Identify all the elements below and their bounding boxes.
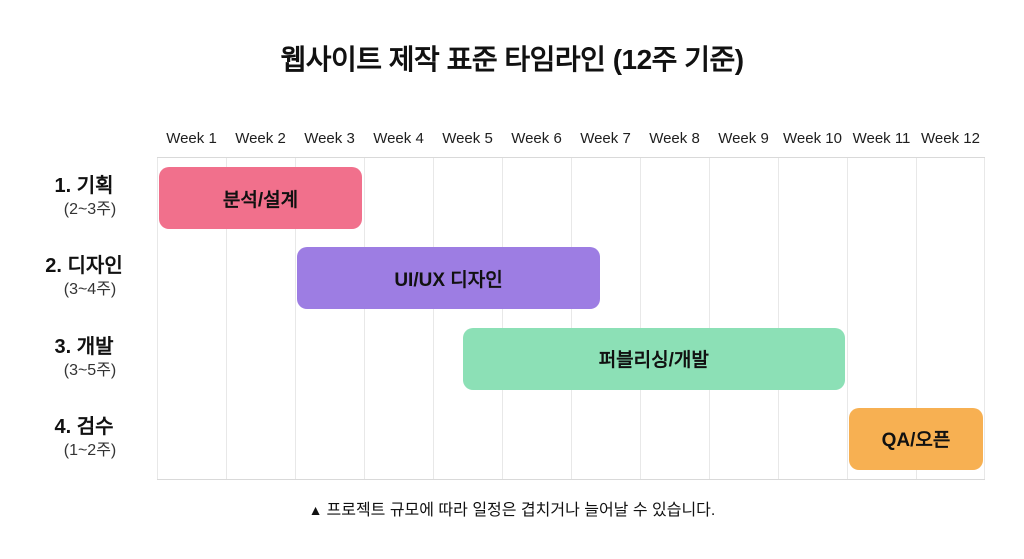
- week-gridline: [847, 158, 848, 479]
- task-duration: (2~3주): [63, 201, 117, 219]
- week-gridline: [157, 158, 158, 479]
- task-name: 3. 개발: [54, 335, 114, 358]
- footnote: ▲ 프로젝트 규모에 따라 일정은 겹치거나 늘어날 수 있습니다.: [0, 496, 1024, 520]
- gantt-bar: 퍼블리싱/개발: [462, 327, 845, 390]
- gantt-bar-label: QA/오픈: [881, 430, 951, 452]
- task-row-label: 2. 디자인 (3~4주): [18, 253, 150, 301]
- week-gridline: [984, 158, 985, 479]
- week-tick-label: Week 5: [442, 130, 493, 147]
- task-row-label: 1. 기획 (2~3주): [18, 173, 150, 221]
- week-tick-label: Week 4: [373, 130, 424, 147]
- week-gridline: [571, 158, 572, 479]
- task-duration: (3~4주): [63, 281, 117, 299]
- week-tick-label: Week 9: [718, 130, 769, 147]
- week-tick-label: Week 7: [580, 130, 631, 147]
- task-row-label: 3. 개발 (3~5주): [18, 334, 150, 382]
- week-gridline: [364, 158, 365, 479]
- warning-triangle-icon: ▲: [308, 502, 323, 518]
- gantt-bar: UI/UX 디자인: [297, 247, 601, 310]
- week-gridline: [640, 158, 641, 479]
- task-label-column: 1. 기획 (2~3주) 2. 디자인 (3~4주) 3. 개발 (3~5주) 4. 검수 (…: [18, 157, 150, 478]
- week-axis: Week 1 Week 2 Week 3 Week 4 Week 5 Week 6 Week…: [157, 128, 985, 150]
- week-gridline: [778, 158, 779, 479]
- week-gridline: [295, 158, 296, 479]
- page-title: 웹사이트 제작 표준 타임라인 (12주 기준): [280, 44, 744, 75]
- gantt-bar-label: UI/UX 디자인: [394, 269, 503, 291]
- gantt-bar: 분석/설계: [159, 167, 362, 230]
- week-gridline: [433, 158, 434, 479]
- task-name: 1. 기획: [54, 175, 114, 198]
- week-gridline: [709, 158, 710, 479]
- week-tick-label: Week 1: [166, 130, 217, 147]
- week-gridline: [502, 158, 503, 479]
- footnote-text: 프로젝트 규모에 따라 일정은 겹치거나 늘어날 수 있습니다.: [326, 502, 716, 519]
- week-tick-label: Week 2: [235, 130, 286, 147]
- task-name: 2. 디자인: [45, 255, 123, 278]
- task-duration: (1~2주): [63, 441, 117, 459]
- week-tick-label: Week 11: [852, 130, 911, 147]
- week-tick-label: Week 3: [304, 130, 355, 147]
- gantt-bar-label: 분석/설계: [222, 189, 299, 211]
- task-row-label: 4. 검수 (1~2주): [18, 414, 150, 462]
- week-gridline: [916, 158, 917, 479]
- task-duration: (3~5주): [63, 361, 117, 379]
- task-name: 4. 검수: [54, 415, 114, 438]
- week-tick-label: Week 12: [921, 130, 980, 147]
- week-tick-label: Week 10: [783, 130, 842, 147]
- week-gridline: [226, 158, 227, 479]
- week-tick-label: Week 8: [649, 130, 700, 147]
- week-tick-label: Week 6: [511, 130, 562, 147]
- gantt-bar: QA/오픈: [849, 407, 983, 470]
- gantt-bar-label: 퍼블리싱/개발: [598, 350, 709, 372]
